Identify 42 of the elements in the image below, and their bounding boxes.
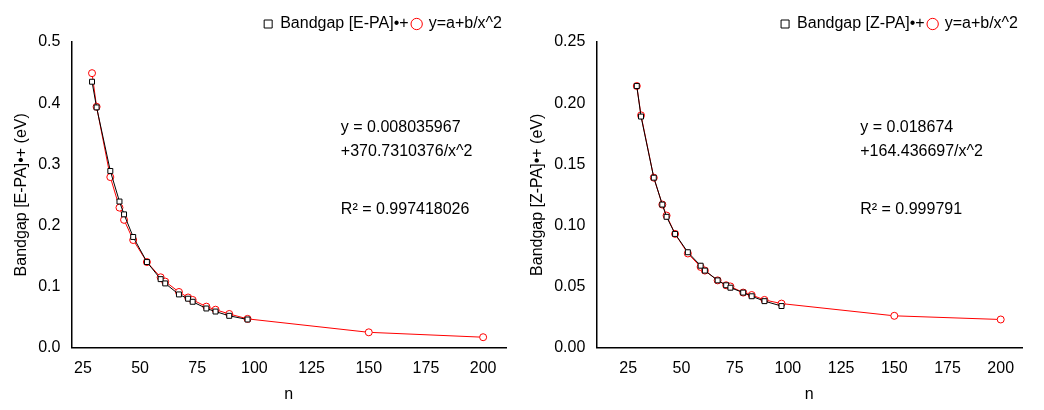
y-tick-label: 0.10 [554, 215, 586, 233]
legend-label: Bandgap [E-PA]•+ [280, 14, 409, 32]
x-tick-label: 25 [73, 358, 92, 376]
y-tick-label: 0.15 [554, 154, 586, 172]
legend-label: y=a+b/x^2 [428, 14, 503, 32]
x-tick-label: 50 [131, 358, 150, 376]
x-tick-label: 50 [672, 358, 691, 376]
y-tick-label: 0.05 [554, 276, 586, 294]
y-tick-label: 0.20 [554, 93, 586, 111]
x-axis-title: n [284, 384, 294, 402]
y-axis-title: Bandgap [Z-PA]•+ (eV) [528, 113, 546, 276]
x-tick-label: 125 [827, 358, 855, 376]
y-tick-label: 0.0 [38, 338, 61, 356]
x-tick-label: 100 [241, 358, 268, 376]
legend-label: Bandgap [Z-PA]•+ [797, 14, 925, 32]
x-tick-label: 150 [880, 358, 908, 376]
y-tick-label: 0.4 [38, 93, 61, 111]
x-tick-label: 75 [188, 358, 207, 376]
x-tick-label: 175 [934, 358, 961, 376]
x-tick-label: 150 [355, 358, 383, 376]
x-tick-label: 100 [774, 358, 802, 376]
annotation: R² = 0.999791 [860, 200, 963, 218]
annotation: y = 0.008035967 [340, 117, 461, 135]
x-tick-label: 125 [298, 358, 326, 376]
annotation: +164.436697/x^2 [860, 142, 984, 160]
legend-label: y=a+b/x^2 [944, 14, 1019, 32]
x-tick-label: 175 [412, 358, 440, 376]
x-axis-title: n [804, 384, 814, 402]
y-axis-title: Bandgap [E-PA]•+ (eV) [12, 113, 30, 277]
annotation: R² = 0.997418026 [340, 200, 470, 218]
y-tick-label: 0.2 [38, 215, 61, 233]
x-tick-label: 25 [619, 358, 638, 376]
x-tick-label: 75 [725, 358, 744, 376]
x-tick-label: 200 [987, 358, 1015, 376]
y-tick-label: 0.3 [38, 154, 61, 172]
y-tick-label: 0.5 [38, 32, 61, 50]
x-tick-label: 200 [469, 358, 497, 376]
y-tick-label: 0.25 [554, 32, 586, 50]
y-tick-label: 0.00 [554, 338, 586, 356]
y-tick-label: 0.1 [38, 276, 61, 294]
annotation: y = 0.018674 [860, 117, 954, 135]
annotation: +370.7310376/x^2 [340, 142, 473, 160]
